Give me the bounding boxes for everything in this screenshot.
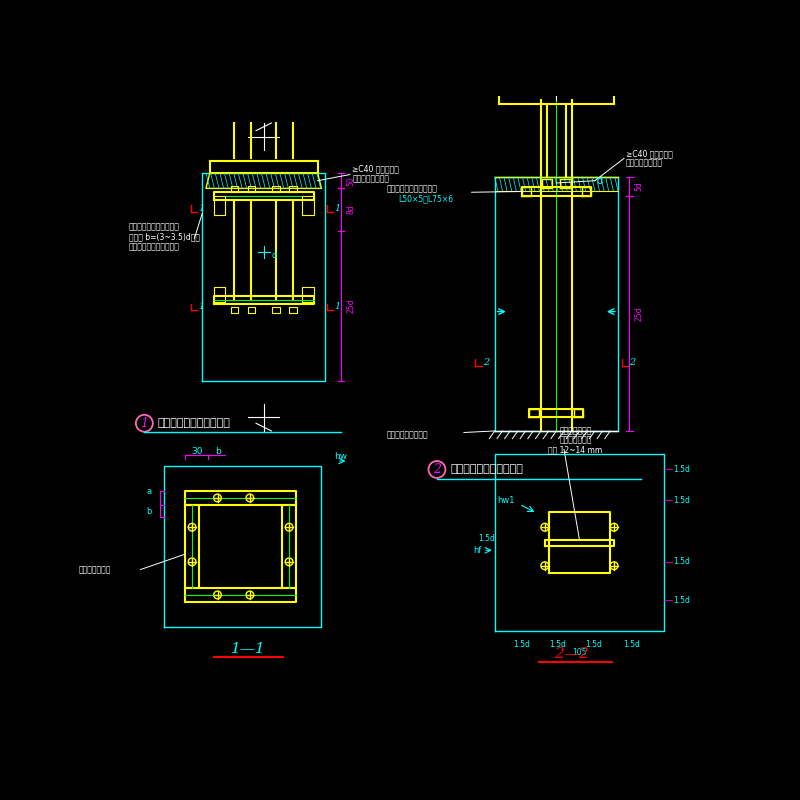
Text: b: b [214, 447, 220, 456]
Text: 1.5d: 1.5d [674, 558, 690, 566]
Text: 厚单相应型号中之最厚者: 厚单相应型号中之最厚者 [129, 242, 180, 251]
Text: 1.5d: 1.5d [550, 640, 566, 650]
Text: 钢肢宽 b=(3~3.5)d，肢: 钢肢宽 b=(3~3.5)d，肢 [129, 233, 200, 242]
Text: ≥C40 无收缩细石: ≥C40 无收缩细石 [352, 165, 399, 174]
Text: ≥C40 无收缩细石: ≥C40 无收缩细石 [626, 150, 673, 158]
Text: 8d: 8d [346, 205, 355, 214]
Text: 2—2: 2—2 [554, 647, 589, 662]
Text: d: d [596, 176, 602, 186]
Text: （兼作箍固板）: （兼作箍固板） [559, 436, 592, 445]
Text: 1.5d: 1.5d [623, 640, 640, 650]
Text: 板厚 12~14 mm: 板厚 12~14 mm [549, 445, 602, 454]
Text: 2: 2 [483, 358, 490, 367]
Text: d: d [271, 251, 277, 260]
Text: b: b [146, 506, 152, 515]
Text: 1.5d: 1.5d [478, 534, 494, 543]
Text: 1.5d: 1.5d [514, 640, 530, 650]
Text: a: a [147, 486, 152, 495]
Text: 5d: 5d [635, 182, 644, 191]
Text: 1: 1 [334, 302, 341, 311]
Text: 2: 2 [433, 463, 441, 476]
Text: 1.5d: 1.5d [674, 465, 690, 474]
Text: 锚栓固定架隔板: 锚栓固定架隔板 [559, 426, 592, 435]
Text: 1.5d: 1.5d [674, 596, 690, 605]
Text: hf: hf [474, 546, 482, 555]
Text: 1: 1 [198, 302, 205, 311]
Text: hw1: hw1 [498, 496, 515, 505]
Text: 25d: 25d [635, 306, 644, 321]
Text: 25d: 25d [346, 298, 355, 313]
Text: 1: 1 [198, 204, 205, 213]
Text: 1: 1 [140, 417, 148, 430]
Text: 105: 105 [572, 648, 586, 657]
Text: L50×5～L75×6: L50×5～L75×6 [398, 194, 454, 203]
Text: 2: 2 [630, 358, 636, 367]
Text: 1.5d: 1.5d [674, 496, 690, 505]
Text: 1—1: 1—1 [231, 642, 266, 656]
Text: 30: 30 [191, 447, 202, 456]
Text: hw: hw [334, 452, 347, 461]
Text: 锚栓固定架设置标高: 锚栓固定架设置标高 [387, 430, 429, 439]
Text: 锚栓固定架角钢: 锚栓固定架角钢 [79, 565, 111, 574]
Text: 锚栓固定架角钢，通常角: 锚栓固定架角钢，通常角 [129, 222, 180, 231]
Text: 1: 1 [334, 204, 341, 213]
Text: 混凝土或硫黄砂浆: 混凝土或硫黄砂浆 [352, 174, 390, 184]
Text: 1.5d: 1.5d [585, 640, 602, 650]
Text: 混凝土或硫黄砂浆: 混凝土或硫黄砂浆 [626, 158, 662, 167]
Text: 50: 50 [346, 176, 355, 186]
Text: 柱脚锚栓固定支架（一）: 柱脚锚栓固定支架（一） [158, 418, 230, 428]
Text: 柱脚锚栓固定支架（二）: 柱脚锚栓固定支架（二） [450, 465, 523, 474]
Text: 锚栓固定架角钢，通常用: 锚栓固定架角钢，通常用 [387, 184, 438, 193]
